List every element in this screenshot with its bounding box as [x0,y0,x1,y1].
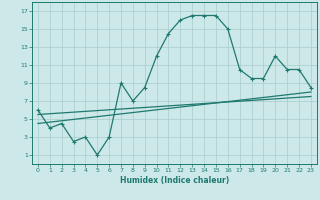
X-axis label: Humidex (Indice chaleur): Humidex (Indice chaleur) [120,176,229,185]
